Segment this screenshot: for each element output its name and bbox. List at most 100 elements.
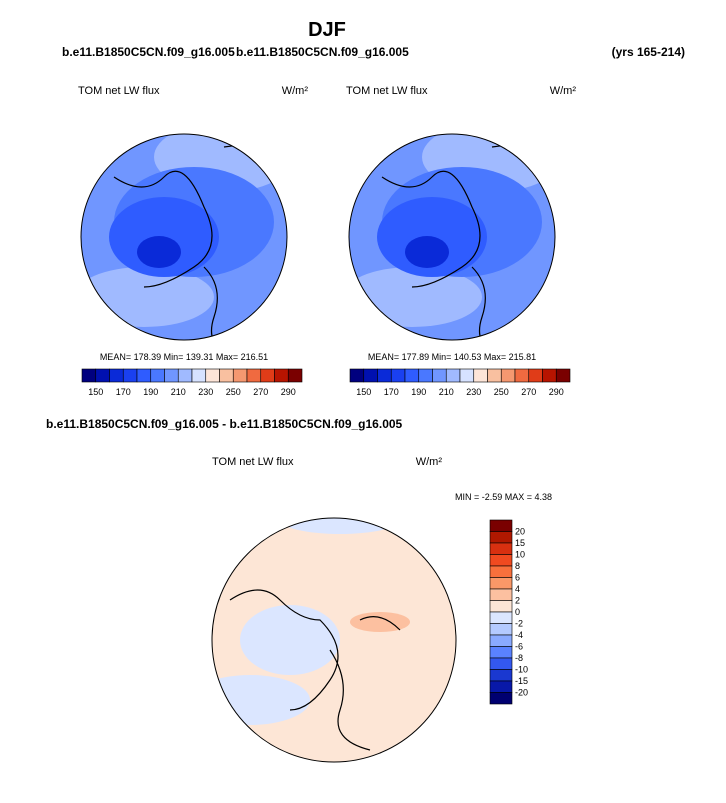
colorbar-label: -20 bbox=[515, 688, 528, 698]
coastline bbox=[229, 518, 401, 751]
colorbar-box bbox=[191, 368, 207, 383]
colorbar-box bbox=[404, 368, 420, 383]
colorbar-label: 210 bbox=[171, 387, 186, 397]
panel-title: TOM net LW flux bbox=[212, 456, 294, 468]
colorbar-box bbox=[489, 692, 513, 705]
colorbar-box bbox=[164, 368, 179, 383]
colorbar-label: -10 bbox=[515, 665, 528, 675]
colorbar-label: 0 bbox=[515, 607, 520, 617]
colorbar-label: 4 bbox=[515, 584, 520, 594]
colorbar-box bbox=[150, 368, 165, 383]
colorbar-label: 250 bbox=[494, 387, 509, 397]
map-fill bbox=[137, 236, 181, 268]
colorbar-box bbox=[81, 368, 97, 383]
colorbar-label: 6 bbox=[515, 573, 520, 583]
colorbar-label: 250 bbox=[226, 387, 241, 397]
colorbar-box bbox=[555, 368, 571, 383]
stats: MIN = -2.59 MAX = 4.38 bbox=[455, 492, 552, 502]
colorbar-box bbox=[489, 542, 513, 555]
colorbar-label: 150 bbox=[88, 387, 103, 397]
colorbar-box bbox=[432, 368, 447, 383]
colorbar-box bbox=[514, 368, 530, 383]
colorbar-label: 20 bbox=[515, 527, 525, 537]
colorbar-box bbox=[500, 368, 516, 383]
colorbar-box bbox=[177, 368, 193, 383]
colorbar-box bbox=[287, 368, 303, 383]
years-label: (yrs 165-214) bbox=[612, 45, 685, 59]
diff-title: b.e11.B1850C5CN.f09_g16.005 - b.e11.B185… bbox=[46, 417, 403, 431]
colorbar-label: 150 bbox=[356, 387, 371, 397]
colorbar-box bbox=[528, 368, 543, 383]
colorbar-label: 15 bbox=[515, 538, 525, 548]
colorbar-box bbox=[487, 368, 502, 383]
colorbar-box bbox=[489, 577, 513, 590]
title: DJF bbox=[308, 19, 346, 41]
colorbar-box bbox=[489, 554, 513, 567]
colorbar-label: 230 bbox=[466, 387, 481, 397]
map-border bbox=[80, 133, 288, 341]
panel-units: W/m² bbox=[550, 85, 577, 97]
polar-map bbox=[349, 134, 555, 340]
stats: MEAN= 178.39 Min= 139.31 Max= 216.51 bbox=[100, 352, 268, 362]
colorbar-box bbox=[260, 368, 275, 383]
colorbar-label: 290 bbox=[281, 387, 296, 397]
colorbar-box bbox=[473, 368, 488, 383]
colorbar-box bbox=[219, 368, 234, 383]
panel-units: W/m² bbox=[416, 456, 443, 468]
colorbar-label: 210 bbox=[439, 387, 454, 397]
colorbar-label: -8 bbox=[515, 653, 523, 663]
colorbar-box bbox=[363, 368, 378, 383]
polar-map bbox=[81, 134, 287, 340]
colorbar-box bbox=[489, 680, 513, 693]
panel-units: W/m² bbox=[282, 85, 309, 97]
colorbar-box bbox=[489, 669, 513, 682]
map-fill bbox=[240, 605, 340, 675]
map-fill bbox=[350, 612, 410, 632]
map-fill bbox=[212, 675, 310, 725]
colorbar-box bbox=[489, 646, 513, 659]
colorbar-box bbox=[136, 368, 152, 383]
colorbar-box bbox=[459, 368, 475, 383]
colorbar-box bbox=[246, 368, 262, 383]
map-fill bbox=[280, 518, 400, 534]
colorbar-box bbox=[122, 368, 138, 383]
stats: MEAN= 177.89 Min= 140.53 Max= 215.81 bbox=[368, 352, 536, 362]
maps bbox=[80, 133, 556, 763]
polar-map bbox=[212, 518, 456, 762]
colorbar-box bbox=[489, 588, 513, 601]
case-label: b.e11.B1850C5CN.f09_g16.005 bbox=[236, 45, 409, 59]
colorbar-box bbox=[542, 368, 557, 383]
colorbar-box bbox=[489, 611, 513, 624]
colorbar-box bbox=[95, 368, 110, 383]
colorbar-label: 10 bbox=[515, 550, 525, 560]
map-fill bbox=[405, 236, 449, 268]
colorbar-label: -4 bbox=[515, 630, 523, 640]
panel-title: TOM net LW flux bbox=[346, 85, 428, 97]
colorbar-label: 290 bbox=[549, 387, 564, 397]
colorbar-box bbox=[418, 368, 433, 383]
colorbar-box bbox=[489, 600, 513, 613]
colorbar-box bbox=[349, 368, 365, 383]
colorbar-label: -15 bbox=[515, 676, 528, 686]
map-border bbox=[211, 517, 457, 763]
colorbar-box bbox=[274, 368, 289, 383]
colorbar-label: -2 bbox=[515, 619, 523, 629]
colorbar-label: 2 bbox=[515, 596, 520, 606]
colorbar-box bbox=[489, 657, 513, 670]
colorbar-box bbox=[109, 368, 124, 383]
case-label: b.e11.B1850C5CN.f09_g16.005 bbox=[62, 45, 235, 59]
colorbar-box bbox=[205, 368, 220, 383]
colorbar-label: 270 bbox=[253, 387, 268, 397]
colorbar-box bbox=[489, 531, 513, 544]
colorbar-label: 170 bbox=[116, 387, 131, 397]
map-border bbox=[348, 133, 556, 341]
colorbar-box bbox=[390, 368, 406, 383]
colorbar-box bbox=[489, 519, 513, 532]
colorbar-box bbox=[445, 368, 461, 383]
colorbar-label: 270 bbox=[521, 387, 536, 397]
panel-title: TOM net LW flux bbox=[78, 85, 160, 97]
colorbar-box bbox=[377, 368, 392, 383]
colorbar-box bbox=[232, 368, 248, 383]
colorbar-label: 190 bbox=[143, 387, 158, 397]
